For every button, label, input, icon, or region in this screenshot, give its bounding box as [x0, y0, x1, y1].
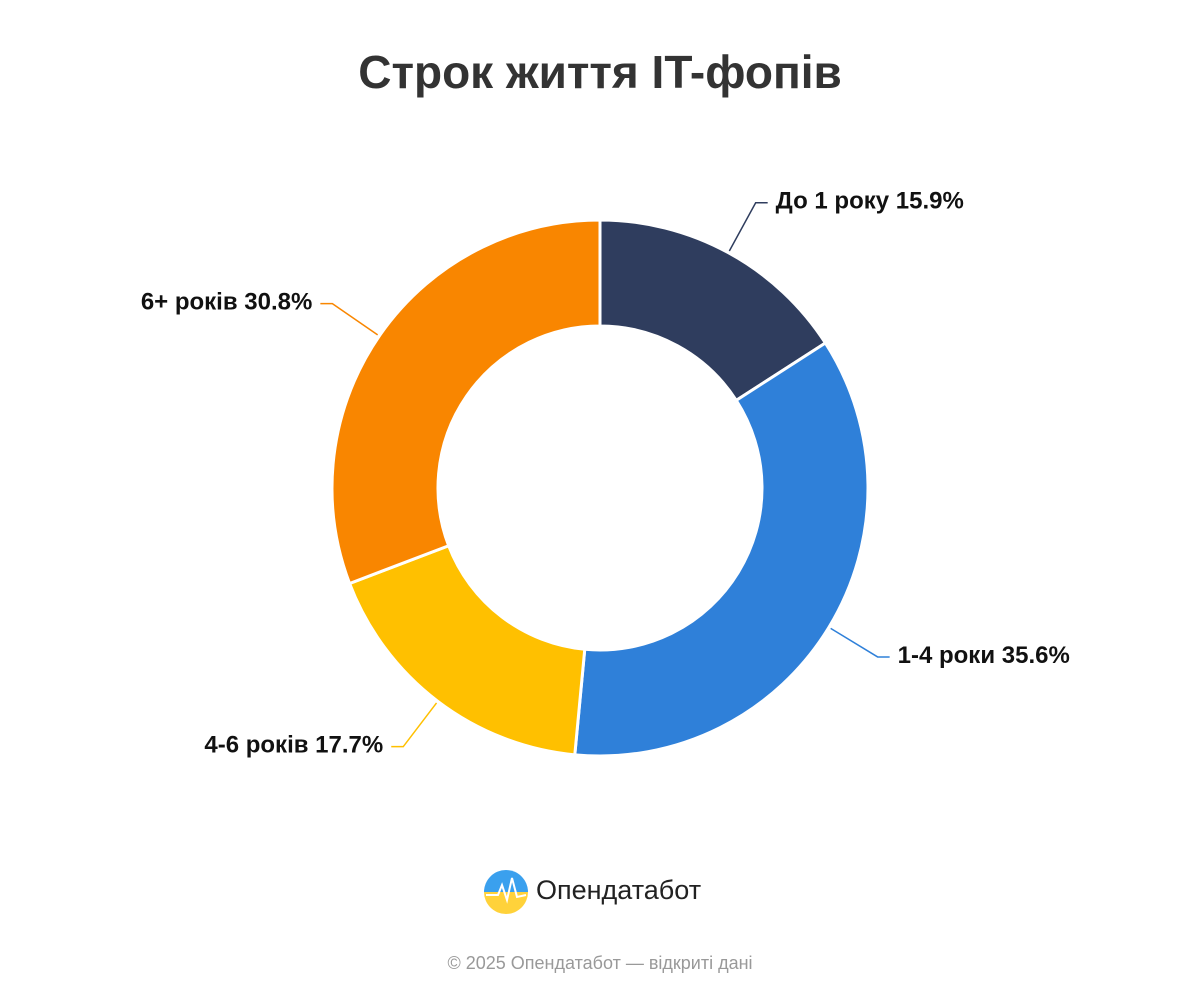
slice-value: 15.9%: [896, 188, 964, 215]
slice-category: До 1 року: [776, 188, 890, 215]
slice-value: 30.8%: [244, 289, 312, 316]
leader-line: [320, 302, 379, 336]
chart-title: Строк життя IT-фопів: [358, 46, 842, 98]
donut-slice: [348, 544, 587, 757]
slice-category: 4-6 років: [204, 732, 308, 759]
logo: [484, 870, 528, 914]
slice-label: 1-4 роки 35.6%: [898, 642, 1070, 669]
leader-line: [391, 702, 438, 748]
slice-label: До 1 року 15.9%: [776, 188, 964, 215]
slice-category: 1-4 роки: [898, 642, 995, 669]
leader-line: [830, 627, 890, 658]
slice-value: 35.6%: [1002, 642, 1070, 669]
slice-value: 17.7%: [315, 732, 383, 759]
slice-category: 6+ років: [141, 289, 238, 316]
slice-label: 4-6 років 17.7%: [204, 732, 383, 759]
logo-pulse: [486, 877, 527, 904]
donut-slice: [573, 341, 870, 758]
footer: © 2025 Опендатабот — відкриті дані: [447, 953, 752, 973]
slice-label: 6+ років 30.8%: [141, 289, 313, 316]
donut-slice: [330, 218, 602, 586]
leader-line: [728, 201, 768, 252]
brand-name: Опендатабот: [536, 875, 701, 905]
